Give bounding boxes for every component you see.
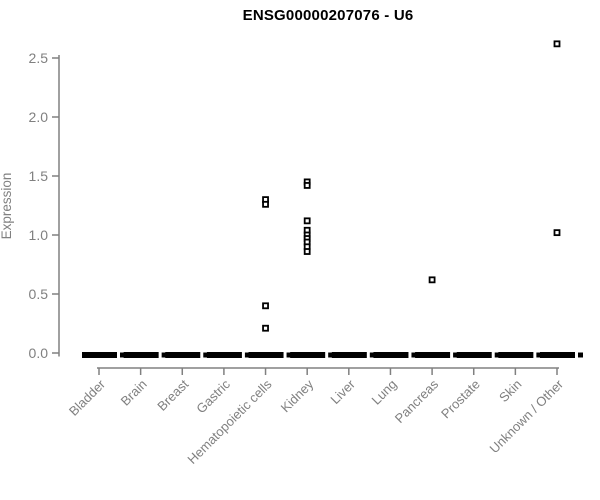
- x-category-label: Lung: [369, 377, 400, 408]
- y-tick-label: 0.5: [29, 286, 49, 302]
- zero-cluster-bar-fragment: [244, 352, 250, 358]
- y-tick-label: 2.0: [29, 109, 49, 125]
- data-point: [262, 200, 269, 208]
- zero-cluster-bar: [540, 352, 575, 358]
- zero-cluster-bar-fragment: [120, 352, 125, 358]
- zero-cluster-bar-fragment: [536, 352, 542, 358]
- x-category-label: Unknown / Other: [487, 376, 567, 456]
- data-point: [553, 229, 561, 237]
- zero-cluster-bar-fragment: [453, 352, 459, 358]
- x-category-label: Pancreas: [392, 376, 442, 426]
- zero-cluster-bar: [123, 352, 159, 358]
- zero-cluster-bar: [373, 352, 409, 358]
- data-point: [303, 182, 311, 189]
- data-point: [262, 302, 269, 310]
- zero-cluster-bar: [165, 352, 201, 358]
- zero-cluster-bar: [498, 352, 534, 358]
- x-category-label: Skin: [496, 377, 524, 405]
- zero-cluster-bar-fragment: [578, 352, 583, 358]
- data-point: [303, 248, 311, 255]
- zero-cluster-bar: [456, 352, 492, 358]
- zero-cluster-bar: [82, 352, 117, 358]
- x-category-label: Gastric: [193, 376, 233, 416]
- zero-cluster-bar: [331, 352, 367, 358]
- zero-cluster-bar: [206, 352, 242, 358]
- data-point: [553, 40, 561, 48]
- y-tick-label: 1.5: [29, 168, 49, 184]
- data-point: [303, 217, 311, 225]
- x-category-label: Bladder: [66, 376, 109, 419]
- zero-cluster-bar: [248, 352, 284, 358]
- y-axis-label: Expression: [0, 173, 14, 240]
- zero-cluster-bar-fragment: [203, 352, 209, 358]
- x-category-label: Liver: [327, 376, 358, 407]
- zero-cluster-bar: [415, 352, 451, 358]
- zero-cluster-bar: [290, 352, 326, 358]
- x-category-label: Breast: [154, 376, 191, 413]
- zero-cluster-bar-fragment: [161, 352, 167, 358]
- zero-cluster-bar-fragment: [328, 352, 334, 358]
- y-tick-label: 2.5: [29, 50, 49, 66]
- x-category-label: Kidney: [278, 376, 317, 415]
- zero-cluster-bar-fragment: [411, 352, 417, 358]
- y-tick-label: 0.0: [29, 345, 49, 361]
- data-point: [262, 324, 269, 332]
- zero-cluster-bar-fragment: [494, 352, 500, 358]
- x-category-label: Brain: [118, 377, 150, 409]
- data-point: [428, 276, 436, 284]
- x-category-label: Prostate: [438, 377, 483, 422]
- chart-title: ENSG00000207076 - U6: [242, 7, 414, 24]
- y-tick-label: 1.0: [29, 227, 49, 243]
- zero-cluster-bar-fragment: [286, 352, 292, 358]
- zero-cluster-bar-fragment: [369, 352, 375, 358]
